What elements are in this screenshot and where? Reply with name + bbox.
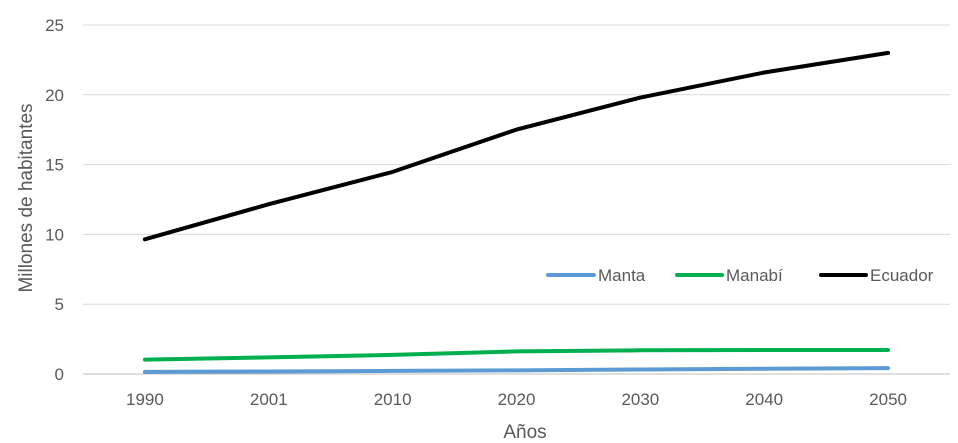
series-line-manabi <box>142 348 891 362</box>
x-tick-label: 2040 <box>745 390 783 409</box>
x-tick-label: 1990 <box>126 390 164 409</box>
x-tick-label: 2020 <box>498 390 536 409</box>
legend: Manta Manabí Ecuador <box>546 266 934 285</box>
series-line-manta <box>142 366 891 374</box>
y-tick-label: 10 <box>45 225 64 244</box>
legend-label-manabi: Manabí <box>726 266 783 285</box>
x-tick-label: 2050 <box>869 390 907 409</box>
y-tick-label: 0 <box>55 365 64 384</box>
y-tick-label: 20 <box>45 86 64 105</box>
x-tick-label: 2010 <box>374 390 412 409</box>
y-axis-ticks: 0 5 10 15 20 25 <box>45 16 64 384</box>
y-tick-label: 25 <box>45 16 64 35</box>
series-lines <box>142 50 891 374</box>
series-line-ecuador <box>142 50 891 242</box>
y-tick-label: 5 <box>55 295 64 314</box>
x-axis-title: Años <box>503 422 546 443</box>
legend-label-ecuador: Ecuador <box>870 266 934 285</box>
x-tick-label: 2001 <box>250 390 288 409</box>
gridlines <box>83 24 950 375</box>
y-axis-title: Millones de habitantes <box>16 103 37 292</box>
x-axis-ticks: 1990 2001 2010 2020 2030 2040 2050 <box>126 390 907 409</box>
x-tick-label: 2030 <box>621 390 659 409</box>
y-tick-label: 15 <box>45 156 64 175</box>
legend-label-manta: Manta <box>598 266 646 285</box>
